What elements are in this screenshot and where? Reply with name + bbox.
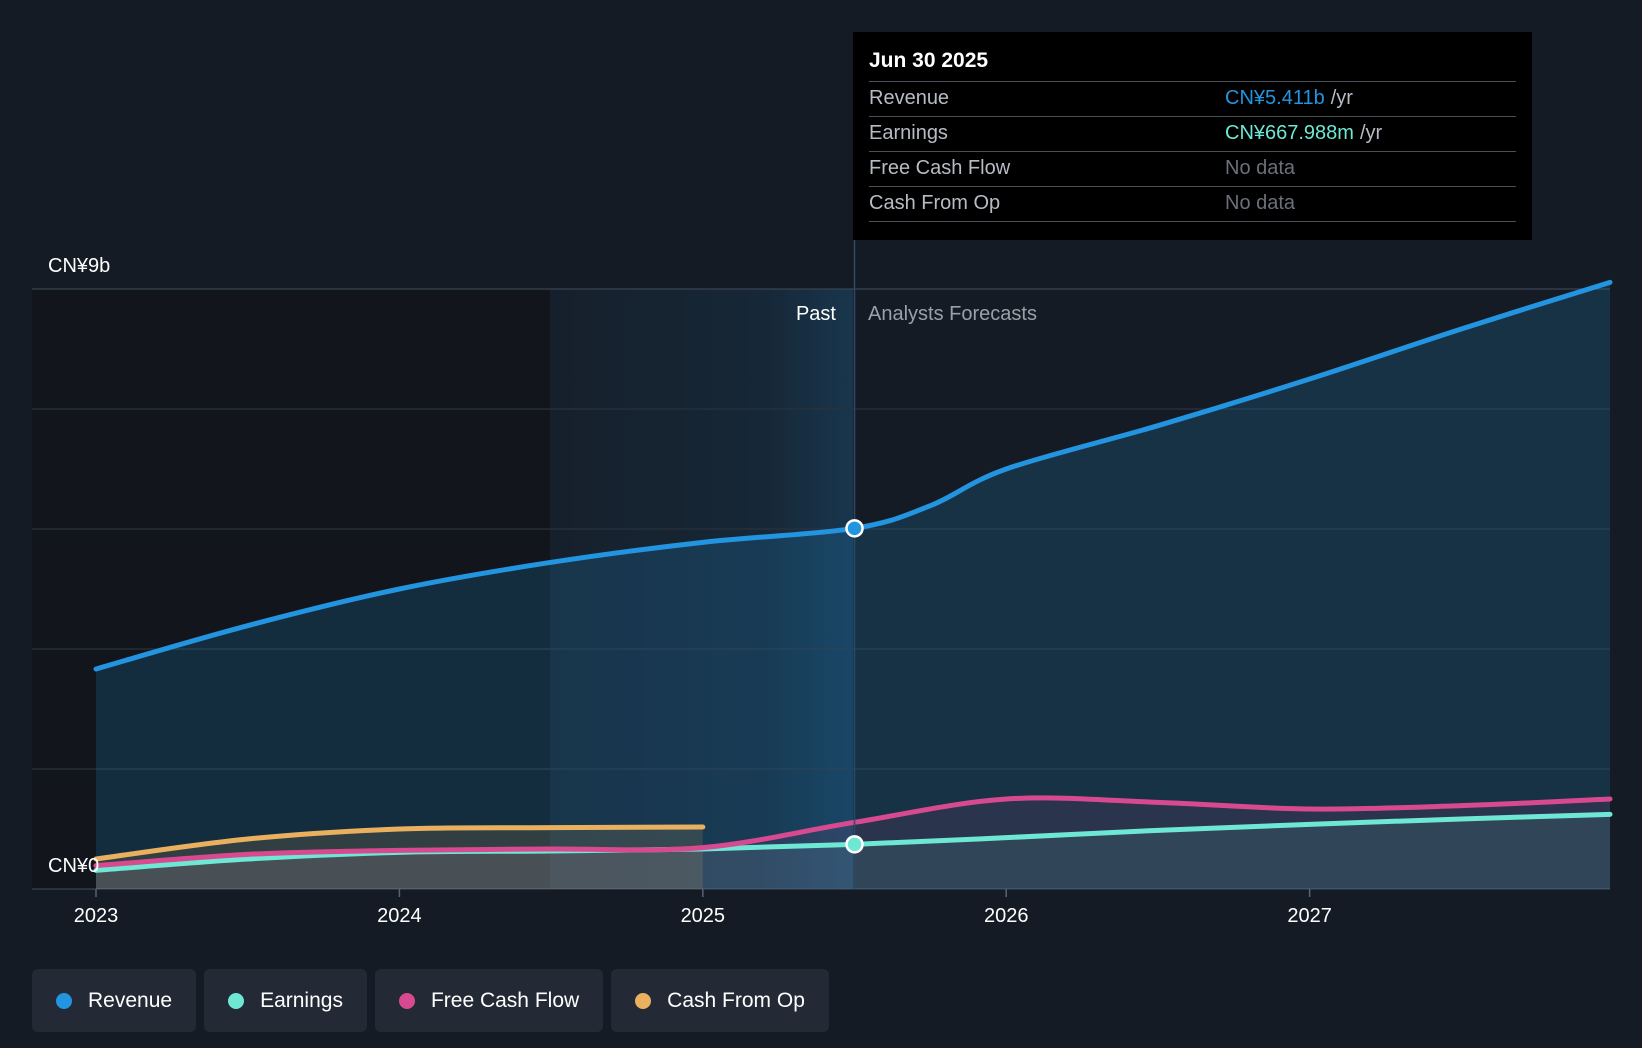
cash-from-op-line [93, 824, 706, 862]
legend-item-free-cash-flow[interactable]: Free Cash Flow [374, 969, 604, 1032]
legend-label: Cash From Op [667, 988, 805, 1012]
legend-item-revenue[interactable]: Revenue [32, 969, 197, 1032]
past-dark-region [32, 289, 550, 889]
tooltip-value: CN¥667.988m [1225, 122, 1354, 144]
tooltip-row-revenue: Revenue CN¥5.411b /yr [869, 82, 1516, 117]
earnings-highlight-point [845, 835, 864, 854]
revenue-area [96, 282, 1610, 889]
legend-item-cash-from-op[interactable]: Cash From Op [611, 969, 829, 1032]
past-highlight-region [550, 289, 853, 889]
y-axis-bottom-label: CN¥0 [48, 855, 99, 877]
tooltip-label: Earnings [869, 122, 948, 144]
highlight-markers [845, 519, 864, 854]
tooltip-value: No data [1225, 157, 1296, 179]
past-label: Past [796, 303, 836, 325]
legend-label: Free Cash Flow [430, 988, 580, 1012]
cash-from-op-area [96, 827, 703, 889]
legend: Revenue Earnings Free Cash Flow Cash Fro… [32, 969, 829, 1032]
legend-item-earnings[interactable]: Earnings [204, 969, 367, 1032]
y-axis-top-label: CN¥9b [48, 255, 110, 277]
x-tick-label: 2024 [377, 905, 422, 927]
legend-label: Earnings [260, 988, 343, 1012]
tooltip-label: Cash From Op [869, 192, 1001, 214]
x-tick-label: 2023 [74, 905, 119, 927]
grid [32, 288, 1610, 890]
tooltip-unit: /yr [1359, 122, 1383, 144]
tooltip-row-free-cash-flow: Free Cash Flow No data [869, 152, 1516, 187]
revenue-dot-icon [56, 992, 72, 1009]
tooltip-label: Revenue [869, 87, 950, 109]
cash-from-op-dot-icon [635, 992, 652, 1009]
legend-label: Revenue [88, 988, 173, 1012]
x-tick-label: 2027 [1287, 905, 1332, 927]
free-cash-flow-dot-icon [398, 992, 415, 1009]
tooltip-row-earnings: Earnings CN¥667.988m /yr [869, 117, 1516, 152]
tooltip: Jun 30 2025 Revenue CN¥5.411b /yr Earnin… [853, 32, 1532, 240]
revenue-line [93, 279, 1613, 672]
x-axis: 2023 2024 2025 2026 2027 [74, 889, 1332, 927]
tooltip-unit: /yr [1330, 87, 1353, 109]
tooltip-date: Jun 30 2025 [869, 46, 1516, 82]
tooltip-row-cash-from-op: Cash From Op No data [869, 187, 1516, 222]
revenue-highlight-point [845, 519, 864, 538]
earnings-dot-icon [228, 992, 245, 1009]
x-tick-label: 2026 [984, 905, 1029, 927]
x-tick-label: 2025 [681, 905, 726, 927]
tooltip-value: CN¥5.411b [1225, 87, 1325, 109]
tooltip-value: No data [1225, 192, 1296, 214]
tooltip-label: Free Cash Flow [869, 157, 1011, 179]
forecast-label: Analysts Forecasts [868, 303, 1037, 325]
